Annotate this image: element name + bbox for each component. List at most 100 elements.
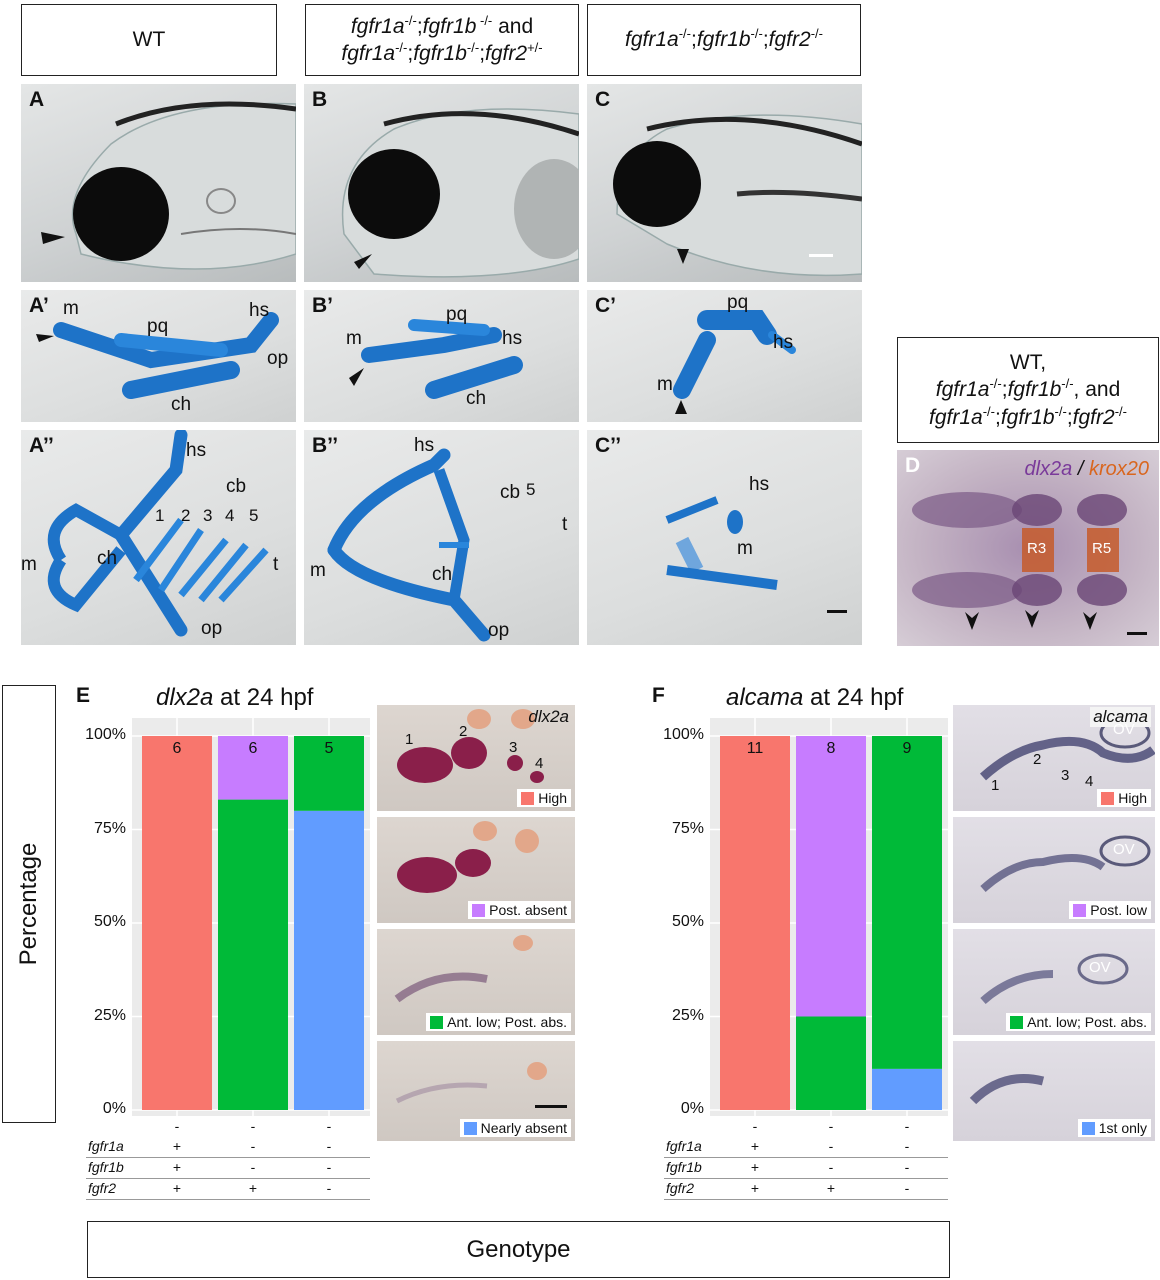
chart-e-genotype-value: - xyxy=(326,1180,332,1196)
chart-f-x-tick-mark: - xyxy=(752,1118,758,1134)
chart-e-y-tick-label: 0% xyxy=(102,1100,126,1117)
chart-f-svg xyxy=(710,718,948,1116)
photo-b-larva-double: B xyxy=(304,84,579,282)
chart-e-bar-2-post-absent xyxy=(218,736,288,800)
chart-f-y-tick-label: 100% xyxy=(663,726,704,743)
chart-e-y-tick-label: 75% xyxy=(93,819,126,837)
chart-e-y-tick-label: 50% xyxy=(93,913,126,930)
e-legend-ant-low: Ant. low; Post. abs. xyxy=(426,1013,571,1031)
chart-e-y-tick-label: 100% xyxy=(85,726,126,743)
e-thumb-high: dlx2a 1 2 3 4 High xyxy=(377,705,575,811)
chart-e-count-label: 6 xyxy=(172,740,182,757)
chart-f-y-tick-label: 75% xyxy=(671,819,704,837)
photo-a1-cartilage-lateral-wt: A’ m pq hs op ch xyxy=(21,290,296,422)
chart-e-bar-2-ant-low-post-abs- xyxy=(218,799,288,1110)
chart-e-bar-3-nearly-absent xyxy=(294,810,364,1110)
chart-f-genotype-row-label: fgfr2 xyxy=(666,1180,695,1196)
x-axis-title: Genotype xyxy=(466,1235,571,1263)
chart-e-genotype-divider xyxy=(86,1199,370,1200)
chart-f-genotype-value: + xyxy=(750,1180,760,1196)
panel-e-letter: E xyxy=(76,684,91,707)
chart-e-genotype-divider xyxy=(86,1157,370,1158)
chart-e-genotype-value: - xyxy=(250,1159,256,1175)
triple-mutant-header-box: fgfr1a-/-;fgfr1b-/-;fgfr2-/- xyxy=(587,4,861,76)
chart-e-genotype-row-label: fgfr2 xyxy=(88,1180,117,1196)
chart-e-genotype-value: + xyxy=(172,1159,182,1175)
chart-f-y-tick-label: 50% xyxy=(671,913,704,930)
cartilage-b2-illustration xyxy=(327,448,491,642)
chart-f-count-label: 11 xyxy=(746,740,764,757)
e-legend-nearly-absent: Nearly absent xyxy=(459,1119,571,1137)
f-legend-first-only: 1st only xyxy=(1077,1119,1151,1137)
larva-b-illustration xyxy=(341,108,579,278)
chart-f-genotype-value: - xyxy=(828,1159,834,1175)
f-legend-high: High xyxy=(1097,789,1151,807)
wt-header-box: WT xyxy=(21,4,277,76)
y-axis-title-box: Percentage xyxy=(2,685,56,1123)
larva-a-illustration xyxy=(41,101,296,270)
chart-e-genotype-value: + xyxy=(172,1138,182,1154)
chart-f-genotype-value: - xyxy=(904,1180,910,1196)
chart-f-genotype-divider xyxy=(664,1199,948,1200)
chart-f-genotype-divider xyxy=(664,1157,948,1158)
cartilage-c2-illustration xyxy=(665,496,847,613)
y-axis-title: Percentage xyxy=(15,842,42,966)
photo-a-larva-wt: A xyxy=(21,84,296,282)
chart-f-title: alcama at 24 hpf xyxy=(726,684,904,711)
f-legend-ant-low: Ant. low; Post. abs. xyxy=(1006,1013,1151,1031)
cartilage-a1-illustration xyxy=(36,312,279,399)
chart-f-genotype-divider xyxy=(664,1178,948,1179)
chart-f-count-label: 9 xyxy=(902,740,912,757)
chart-f-y-tick-label: 25% xyxy=(671,1006,704,1024)
chart-f-bar-2-ant-low-post-abs- xyxy=(796,1016,866,1110)
cartilage-b1-illustration xyxy=(349,319,523,399)
photo-d-insitu: D dlx2a / krox20 R3 R5 xyxy=(897,450,1159,646)
photo-b1-cartilage-lateral-double: B’ m pq hs ch xyxy=(304,290,579,422)
chart-e-bar-1-high xyxy=(142,736,212,1110)
chart-f-bar-3-1st-only xyxy=(872,1068,942,1110)
chart-f-y-tick-label: 0% xyxy=(680,1100,704,1117)
f-thumb-ant-low: OV Ant. low; Post. abs. xyxy=(953,929,1155,1035)
wt-header-text: WT xyxy=(132,27,166,51)
photo-c-larva-triple: C xyxy=(587,84,862,282)
chart-e-genotype-row-label: fgfr1b xyxy=(88,1159,124,1175)
f-thumb-first-only: 1st only xyxy=(953,1041,1155,1141)
chart-e-genotype-divider xyxy=(86,1178,370,1179)
chart-e-x-tick-mark: - xyxy=(174,1118,180,1134)
photo-a2-cartilage-ventral-wt: A’’ hs cb 1 2 3 4 5 t m ch op xyxy=(21,430,296,645)
chart-f-genotype-value: + xyxy=(750,1159,760,1175)
chart-e-bar-3-ant-low-post-abs- xyxy=(294,736,364,811)
e-thumb-ant-low-art xyxy=(394,935,533,1003)
x-axis-title-box: Genotype xyxy=(87,1221,950,1278)
chart-e-svg xyxy=(132,718,370,1116)
chart-e-y-tick-label: 25% xyxy=(93,1006,126,1024)
chart-e-genotype-value: - xyxy=(250,1138,256,1154)
f-thumb-post-low-art xyxy=(980,835,1151,892)
f-thumb-post-low: OV Post. low xyxy=(953,817,1155,923)
photo-b2-cartilage-ventral-double: B’’ hs cb 5 t m ch op xyxy=(304,430,579,645)
d-insitu-illustration xyxy=(912,492,1147,635)
f-thumb-ant-low-art xyxy=(980,953,1129,1005)
chart-e-title: dlx2a at 24 hpf xyxy=(156,684,314,711)
double-mutant-header-box: fgfr1a-/-;fgfr1b -/- and fgfr1a-/-;fgfr1… xyxy=(305,4,579,76)
chart-f-x-tick-mark: - xyxy=(828,1118,834,1134)
chart-e-genotype-value: - xyxy=(326,1159,332,1175)
chart-f-genotype-value: + xyxy=(750,1138,760,1154)
photo-c1-cartilage-lateral-triple: C’ pq hs m xyxy=(587,290,862,422)
f-thumb-high: alcama OV 1 2 3 4 High xyxy=(953,705,1155,811)
larva-c-illustration xyxy=(613,114,862,277)
chart-e-count-label: 6 xyxy=(248,740,258,757)
d-gene-label: dlx2a / krox20 xyxy=(1024,458,1149,480)
cartilage-c1-illustration xyxy=(673,310,796,414)
chart-f-genotype-value: + xyxy=(826,1180,836,1196)
e-legend-post-absent: Post. absent xyxy=(468,901,571,919)
chart-e-genotype-value: - xyxy=(326,1138,332,1154)
chart-f-bar-3-ant-low-post-abs- xyxy=(872,736,942,1069)
e-thumb-ant-low: Ant. low; Post. abs. xyxy=(377,929,575,1035)
chart-e-x-tick-mark: - xyxy=(326,1118,332,1134)
d-genotype-box: WT, fgfr1a-/-;fgfr1b-/-, and fgfr1a-/-;f… xyxy=(897,337,1159,443)
f-thumb-first-only-art xyxy=(969,1074,1045,1105)
chart-f-genotype-row-label: fgfr1b xyxy=(666,1159,702,1175)
e-thumb-post-absent: Post. absent xyxy=(377,817,575,923)
chart-f-genotype-value: - xyxy=(904,1159,910,1175)
